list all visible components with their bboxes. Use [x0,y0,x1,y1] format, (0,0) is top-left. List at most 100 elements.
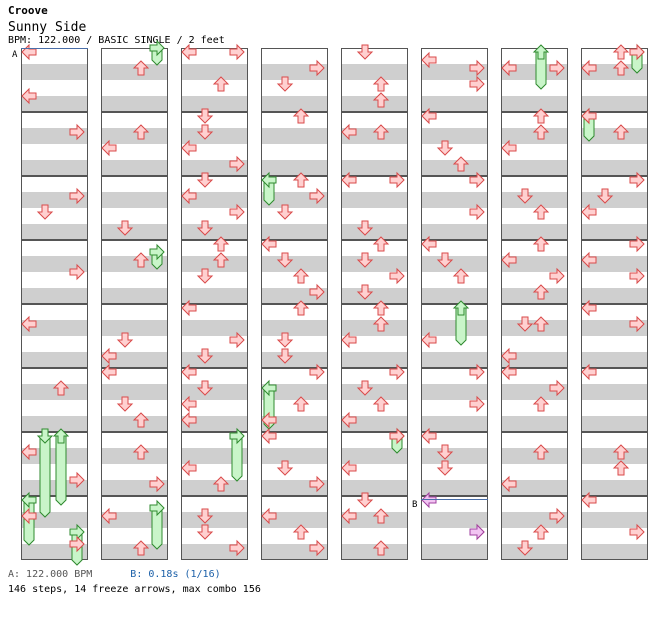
shock-arrow [469,523,485,541]
beat-band [101,256,168,272]
tap-arrow [21,87,37,105]
tap-arrow [132,540,150,556]
beat-band [581,288,648,304]
measure-border [101,48,168,112]
tap-arrow [229,203,245,221]
beat-band [181,192,248,208]
tap-arrow [469,203,485,221]
beat-band [581,416,648,432]
tap-arrow [436,460,454,476]
measure-border [261,176,328,240]
measure-border [421,112,488,176]
beat-band [581,224,648,240]
tap-arrow [341,171,357,189]
tap-arrow [69,471,85,489]
freeze-arrow-head [532,44,550,60]
beat-band [261,128,328,144]
tap-arrow [229,43,245,61]
tap-arrow [341,411,357,429]
beat-band [421,384,488,400]
beat-band [581,128,648,144]
beat-band [21,96,88,112]
beat-band [341,416,408,432]
measure-border [21,368,88,432]
beat-band [501,352,568,368]
tap-arrow [581,299,597,317]
beat-band [421,256,488,272]
tap-arrow [356,220,374,236]
tap-arrow [292,300,310,316]
measure-border [181,240,248,304]
tap-arrow [36,204,54,220]
tap-arrow [309,539,325,557]
beat-band [501,320,568,336]
tap-arrow [196,108,214,124]
beat-band [261,160,328,176]
beat-band [181,224,248,240]
measure-border [261,48,328,112]
beat-band [341,448,408,464]
tap-arrow [389,363,405,381]
beat-band [341,288,408,304]
tap-arrow [132,444,150,460]
tap-arrow [372,92,390,108]
tap-arrow [132,60,150,76]
beat-band [181,256,248,272]
tap-arrow [436,140,454,156]
measure-border [181,496,248,560]
beat-band [341,160,408,176]
tap-arrow [181,411,197,429]
beat-band [181,320,248,336]
bpm-marker-label: A [12,50,18,60]
tap-arrow [69,535,85,553]
tap-arrow [229,155,245,173]
tap-arrow [276,332,294,348]
measure-border [101,112,168,176]
measure-border [261,496,328,560]
tap-arrow [341,331,357,349]
measure-border [181,176,248,240]
beat-band [261,384,328,400]
legend: A: 122.000 BPM B: 0.18s (1/16) [8,569,221,580]
measure-border [421,432,488,496]
tap-arrow [101,139,117,157]
freeze-arrow-tail [55,435,67,506]
freeze-arrow-head [261,171,277,189]
tap-arrow [276,252,294,268]
tap-arrow [356,252,374,268]
beat-band [181,128,248,144]
tap-arrow [421,51,437,69]
tap-arrow [549,267,565,285]
tap-arrow [532,124,550,140]
tap-arrow [69,123,85,141]
tap-arrow [341,507,357,525]
measure-border [421,48,488,112]
beat-band [581,160,648,176]
tap-arrow [549,59,565,77]
tap-arrow [612,44,630,60]
tap-arrow [276,348,294,364]
beat-band [101,416,168,432]
tap-arrow [181,187,197,205]
beat-band [581,512,648,528]
tap-arrow [261,427,277,445]
tap-arrow [21,507,37,525]
measure-border [101,176,168,240]
tap-arrow [532,204,550,220]
tap-arrow [212,236,230,252]
tap-arrow [149,475,165,493]
tap-arrow [629,315,645,333]
stop-marker-label: B [412,500,417,510]
measure-border [501,112,568,176]
freeze-arrow-head [149,243,165,261]
tap-arrow [372,316,390,332]
measure-border [581,48,648,112]
measure-border [181,48,248,112]
beat-band [261,224,328,240]
beat-band [181,64,248,80]
tap-arrow [276,204,294,220]
tap-arrow [532,316,550,332]
beat-band [581,352,648,368]
beat-band [581,256,648,272]
measure-border [101,496,168,560]
